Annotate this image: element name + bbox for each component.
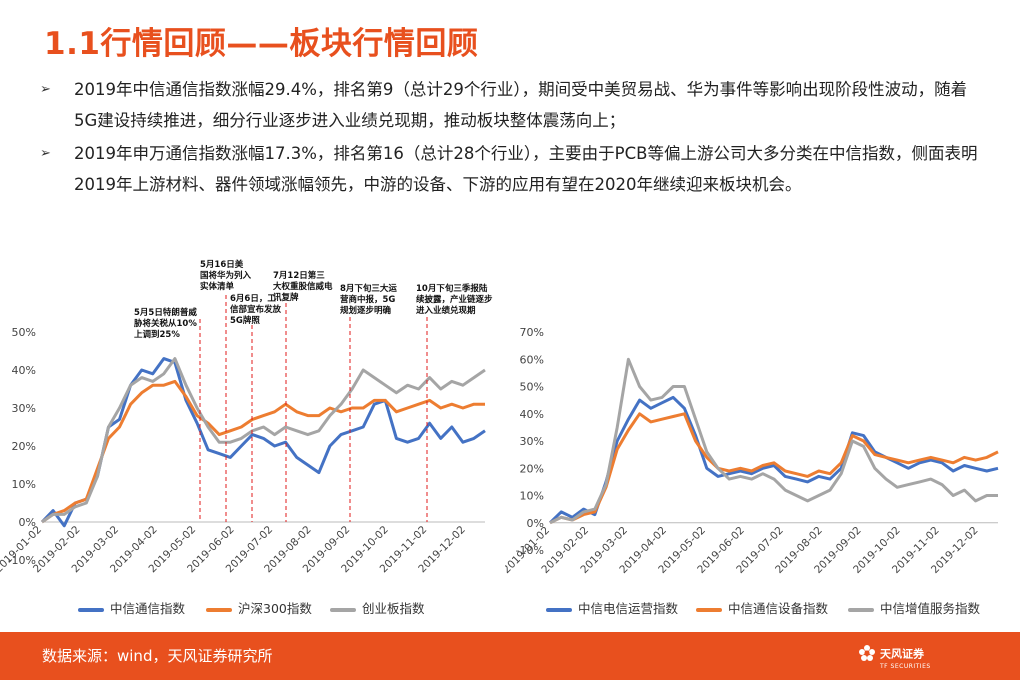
bullet-item: ➢ 2019年中信通信指数涨幅29.4%，排名第9（总计29个行业），期间受中美…	[40, 74, 990, 136]
annotation-line: 7月12日第三	[273, 270, 325, 281]
series-line	[549, 412, 999, 525]
y-tick-label: 50%	[520, 381, 544, 394]
y-tick-label: 30%	[12, 402, 36, 415]
legend-label: 中信通信设备指数	[728, 601, 829, 616]
annotation-line: 6月6日，工	[230, 294, 276, 304]
bullet-text: 2019年申万通信指数涨幅17.3%，排名第16（总计28个行业），主要由于PC…	[74, 144, 978, 194]
annotation-line: 胁将关税从10%	[134, 318, 197, 329]
legend-label: 中信增值服务指数	[880, 601, 981, 616]
series-line	[549, 357, 998, 525]
legend-label: 中信通信指数	[110, 601, 186, 616]
legend-item: 中信通信设备指数	[696, 598, 828, 617]
logo-text: 天风证券	[880, 647, 924, 661]
event-annotation: 5月5日特朗普威胁将关税从10%上调到25%	[134, 307, 197, 340]
legend-swatch	[546, 607, 572, 612]
legend-item: 中信增值服务指数	[848, 598, 980, 617]
y-tick-label: 10%	[12, 478, 36, 491]
legend-item: 沪深300指数	[206, 598, 312, 617]
annotation-line: 5G牌照	[230, 315, 260, 326]
y-tick-label: 60%	[520, 353, 544, 366]
y-tick-label: 20%	[12, 440, 36, 453]
annotation-line: 讯复牌	[273, 292, 299, 303]
legend-swatch	[78, 607, 104, 612]
y-tick-label: 0%	[527, 517, 544, 530]
series-line	[41, 357, 486, 524]
annotation-line: 国将华为列入	[200, 270, 252, 281]
y-tick-label: 40%	[12, 364, 36, 377]
y-tick-label: 30%	[520, 435, 544, 448]
annotation-line: 续披露，产业链逐步	[416, 294, 493, 305]
arrow-bullet-icon: ➢	[40, 146, 51, 161]
annotation-line: 8月下旬三大运	[340, 283, 397, 294]
y-tick-label: 40%	[520, 408, 544, 421]
y-tick-label: -10%	[8, 554, 36, 567]
annotation-line: 大权重股信威电	[273, 281, 333, 292]
logo-subtext: TF SECURITIES	[880, 663, 931, 670]
page-title: 1.1行情回顾——板块行情回顾	[44, 26, 479, 62]
y-tick-label: 20%	[520, 462, 544, 475]
annotation-line: 5月16日美	[200, 259, 244, 270]
event-annotation: 7月12日第三大权重股信威电讯复牌	[273, 270, 333, 303]
event-annotation: 6月6日，工信部宣布发放 5G牌照	[230, 294, 282, 326]
series-line	[40, 357, 486, 528]
bullet-text: 2019年中信通信指数涨幅29.4%，排名第9（总计29个行业），期间受中美贸易…	[74, 80, 968, 130]
legend-item: 中信电信运营指数	[546, 598, 678, 617]
annotation-line: 上调到25%	[134, 329, 180, 340]
y-tick-label: 70%	[520, 326, 544, 339]
annotation-line: 5月5日特朗普威	[134, 307, 197, 318]
footer-bar: 数据来源：wind，天风证券研究所 天风证券 TF SECURITIES	[0, 632, 1020, 680]
annotation-line: 营商中报，5G	[340, 294, 395, 305]
legend-swatch	[696, 607, 722, 612]
y-tick-label: 50%	[12, 326, 36, 339]
flower-logo-icon	[858, 644, 876, 665]
data-source-text: 数据来源：wind，天风证券研究所	[42, 647, 273, 665]
annotation-line: 10月下旬三季报陆	[416, 283, 488, 294]
arrow-bullet-icon: ➢	[40, 82, 51, 97]
annotation-line: 规划逐步明确	[340, 305, 392, 316]
event-annotation: 5月16日美国将华为列入实体清单	[200, 259, 252, 292]
left-chart-svg: -10%0%10%20%30%40%50%2019-01-022019-02-0…	[0, 259, 493, 575]
annotation-line: 信部宣布发放	[230, 304, 282, 315]
annotation-line: 实体清单	[200, 281, 235, 292]
y-tick-label: 10%	[520, 490, 544, 503]
legend-item: 中信通信指数	[78, 598, 185, 617]
bullet-item: ➢ 2019年申万通信指数涨幅17.3%，排名第16（总计28个行业），主要由于…	[40, 138, 990, 200]
company-logo: 天风证券 TF SECURITIES	[858, 644, 931, 670]
legend-swatch	[206, 607, 232, 612]
series-line	[41, 379, 485, 524]
legend-item: 创业板指数	[330, 598, 425, 617]
right-line-chart: -10% 0% 10% 20% 30% 40% 50% 60% 70% 2019-01-02 201…	[505, 255, 1015, 625]
event-annotation: 8月下旬三大运营商中报，5G 规划逐步明确	[340, 283, 397, 316]
legend-label: 中信电信运营指数	[578, 601, 679, 616]
legend-label: 创业板指数	[362, 601, 425, 616]
event-annotation: 10月下旬三季报陆续披露，产业链逐步进入业绩兑现期	[416, 283, 493, 316]
legend-label: 沪深300指数	[238, 601, 312, 616]
annotation-line: 进入业绩兑现期	[416, 305, 476, 316]
y-tick-label: -10%	[516, 544, 544, 557]
series-line	[548, 395, 999, 524]
legend-swatch	[848, 607, 874, 612]
right-chart-svg: -10%0%10%20%30%40%50%60%70%2019-01-02201…	[505, 326, 999, 576]
y-tick-label: 0%	[19, 516, 36, 529]
left-line-chart: -10% 0% 10% 20% 30% 40% 50% 2019-01-02 2019-02-0…	[0, 255, 500, 625]
legend-swatch	[330, 607, 356, 612]
bullet-list: ➢ 2019年中信通信指数涨幅29.4%，排名第9（总计29个行业），期间受中美…	[40, 74, 990, 202]
